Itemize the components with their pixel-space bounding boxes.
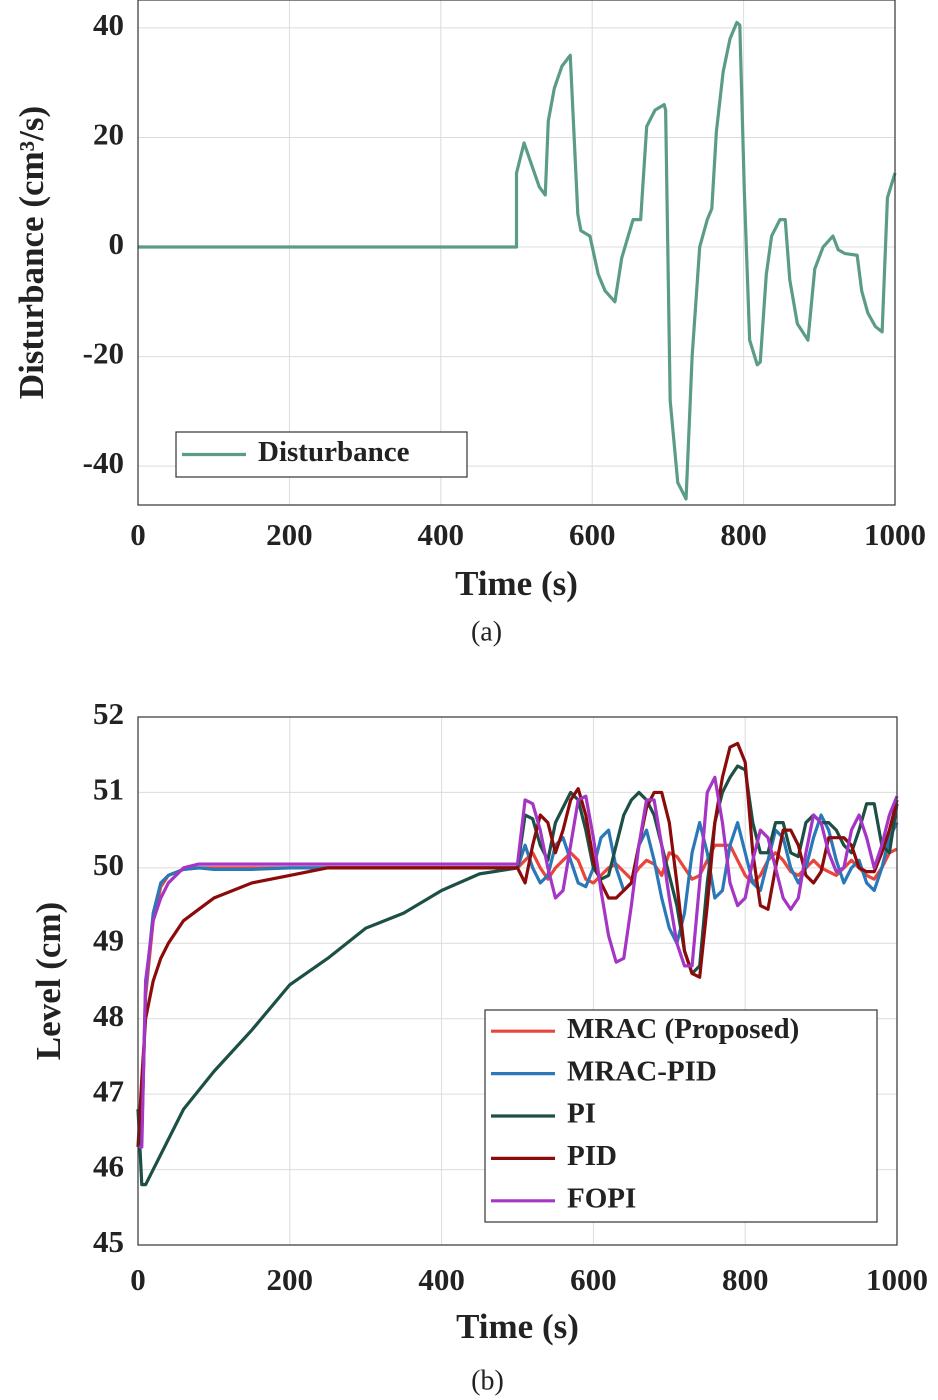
- legend-label: PID: [567, 1140, 617, 1172]
- legend-label: MRAC (Proposed): [567, 1013, 799, 1045]
- x-tick-label: 400: [418, 517, 465, 552]
- x-tick-label: 400: [418, 1262, 465, 1297]
- x-tick-label: 800: [720, 517, 767, 552]
- series-line: [138, 20, 897, 501]
- y-tick-label: 20: [93, 117, 124, 152]
- y-tick-label: 45: [93, 1224, 124, 1259]
- y-tick-label: -20: [83, 336, 124, 371]
- caption: (a): [471, 616, 502, 647]
- legend-label: PI: [567, 1098, 596, 1130]
- x-axis-label: Time (s): [456, 1307, 579, 1346]
- y-tick-label: 46: [93, 1149, 124, 1184]
- plot-area: [138, 0, 895, 505]
- x-tick-label: 600: [570, 1262, 617, 1297]
- y-tick-label: 49: [93, 922, 124, 957]
- caption: (b): [471, 1365, 504, 1396]
- y-tick-label: 51: [93, 772, 124, 807]
- x-tick-label: 200: [267, 1262, 314, 1297]
- y-tick-label: 48: [93, 998, 124, 1033]
- x-axis-label: Time (s): [455, 564, 578, 603]
- x-tick-label: 0: [130, 1262, 146, 1297]
- y-tick-label: 47: [93, 1073, 124, 1108]
- legend-label: FOPI: [567, 1182, 636, 1214]
- legend-label: MRAC-PID: [567, 1055, 717, 1087]
- series-line: [138, 775, 899, 1149]
- y-tick-label: 50: [93, 847, 124, 882]
- y-tick-label: -40: [83, 445, 124, 480]
- legend: MRAC (Proposed) MRAC-PID PI PID FOPI: [484, 1009, 878, 1223]
- y-tick-label: 40: [93, 7, 124, 42]
- axes-box: [137, 0, 896, 506]
- x-tick-label: 1000: [866, 1262, 928, 1297]
- axes-box: [137, 716, 898, 1246]
- x-tick-label: 1000: [864, 517, 926, 552]
- x-tick-label: 800: [722, 1262, 769, 1297]
- y-axis-label: Disturbance (cm³/s): [12, 106, 51, 399]
- y-tick-label: 52: [93, 696, 124, 731]
- y-axis-label: Level (cm): [29, 902, 68, 1060]
- legend-label: Disturbance: [258, 436, 410, 468]
- legend: Disturbance: [175, 431, 468, 478]
- x-tick-label: 200: [266, 517, 313, 552]
- y-tick-label: 0: [109, 226, 125, 261]
- x-tick-label: 0: [130, 517, 146, 552]
- x-tick-label: 600: [569, 517, 616, 552]
